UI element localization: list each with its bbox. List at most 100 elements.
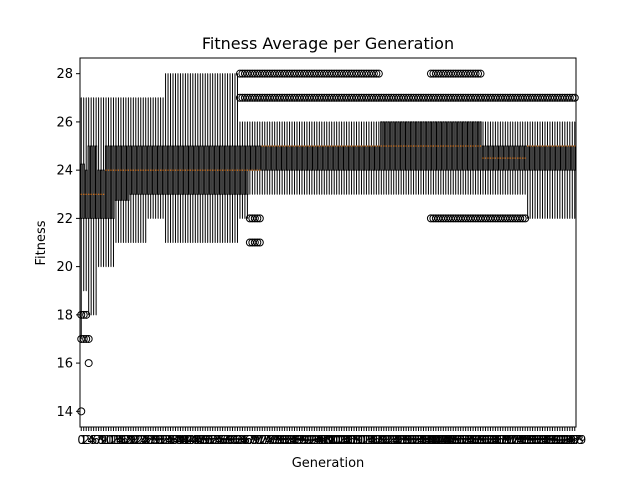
- box-generation-116: [364, 69, 373, 195]
- box-generation-48: [199, 73, 202, 243]
- outlier-point: [369, 69, 378, 78]
- x-tick-label: 86: [287, 433, 302, 447]
- iqr-box: [95, 145, 98, 219]
- x-tick-label: 69: [245, 433, 260, 447]
- box-generation-41: [181, 73, 185, 243]
- x-tick-label: 0: [77, 433, 85, 447]
- x-tick-label: 108: [338, 433, 361, 447]
- box-generation-9: [102, 97, 105, 268]
- x-tick-label: 40: [173, 433, 188, 447]
- x-tick-label: 48: [193, 433, 208, 447]
- x-tick-label: 85: [284, 433, 299, 447]
- x-tick-label: 98: [317, 433, 332, 447]
- x-tick-label: 160: [467, 433, 490, 447]
- x-tick-label: 32: [153, 433, 168, 447]
- x-tick-label: 119: [365, 433, 388, 447]
- box-generation-183: [531, 93, 540, 219]
- box-generation-93: [307, 69, 316, 195]
- x-tick-label: 17: [116, 433, 131, 447]
- box-generation-115: [362, 69, 371, 195]
- y-tick-label: 26: [56, 115, 73, 130]
- iqr-box: [114, 145, 118, 201]
- box-generation-36: [169, 73, 172, 243]
- plot-elements: [77, 69, 579, 416]
- x-tick-label: 172: [496, 433, 519, 447]
- box-generation-63: [236, 73, 239, 243]
- outlier-point: [565, 93, 574, 102]
- x-tick-label: 35: [160, 433, 175, 447]
- x-tick-label: 176: [506, 433, 529, 447]
- x-tick-label: 21: [126, 433, 141, 447]
- x-tick-label: 27: [141, 433, 156, 447]
- x-tick-label: 189: [539, 433, 562, 447]
- x-axis-ticks: 0123456789101112131415161718192021222324…: [77, 427, 586, 447]
- box-generation-7: [97, 97, 100, 268]
- box-generation-5: [92, 97, 95, 316]
- x-tick-label: 41: [175, 433, 190, 447]
- box-generation-191: [550, 93, 559, 219]
- box-generation-199: [570, 93, 579, 219]
- box-generation-52: [209, 73, 212, 243]
- box-generation-25: [142, 97, 145, 243]
- x-tick-label: 70: [247, 433, 262, 447]
- x-tick-label: 118: [362, 433, 385, 447]
- x-tick-label: 92: [302, 433, 317, 447]
- box-generation-190: [548, 93, 557, 219]
- x-tick-label: 135: [405, 433, 428, 447]
- iqr-box: [104, 145, 108, 219]
- box-generation-8: [99, 97, 103, 268]
- x-tick-label: 168: [486, 433, 509, 447]
- x-tick-label: 53: [205, 433, 220, 447]
- x-tick-label: 68: [242, 433, 257, 447]
- outlier-point: [82, 310, 91, 319]
- box-generation-38: [174, 73, 177, 243]
- x-tick-label: 121: [370, 433, 393, 447]
- x-tick-label: 50: [198, 433, 213, 447]
- x-tick-label: 169: [489, 433, 512, 447]
- iqr-box: [87, 145, 90, 219]
- x-tick-label: 171: [494, 433, 517, 447]
- x-tick-label: 197: [558, 433, 581, 447]
- x-tick-label: 54: [208, 433, 223, 447]
- x-tick-label: 163: [474, 433, 497, 447]
- box-generation-60: [228, 73, 232, 243]
- x-tick-label: 156: [457, 433, 480, 447]
- box-generation-16: [119, 97, 123, 243]
- x-tick-label: 162: [472, 433, 495, 447]
- x-tick-label: 184: [526, 433, 549, 447]
- box-generation-19: [127, 97, 130, 243]
- x-tick-label: 47: [190, 433, 205, 447]
- box-generation-164: [483, 93, 492, 223]
- box-generation-171: [501, 93, 510, 223]
- x-tick-label: 159: [464, 433, 487, 447]
- x-tick-label: 6: [92, 433, 100, 447]
- box-generation-39: [176, 73, 180, 243]
- box-generation-161: [476, 69, 485, 223]
- box-generation-182: [528, 93, 537, 219]
- box-generation-30: [154, 97, 157, 219]
- outlier-point: [471, 69, 480, 78]
- x-tick-label: 145: [429, 433, 452, 447]
- x-tick-label: 114: [353, 433, 376, 447]
- box-generation-71: [253, 69, 262, 247]
- box-generation-67: [243, 69, 252, 219]
- x-tick-label: 196: [556, 433, 579, 447]
- box-generation-13: [112, 97, 115, 268]
- box-generation-167: [491, 93, 500, 223]
- x-tick-label: 134: [402, 433, 425, 447]
- x-tick-label: 4: [87, 433, 95, 447]
- box-generation-84: [285, 69, 294, 195]
- x-tick-label: 15: [111, 433, 126, 447]
- outlier-point: [516, 214, 525, 223]
- outlier-point: [253, 238, 262, 247]
- x-tick-label: 123: [375, 433, 398, 447]
- x-tick-label: 93: [304, 433, 319, 447]
- x-tick-label: 90: [297, 433, 312, 447]
- x-tick-label: 100: [318, 433, 341, 447]
- box-generation-17: [122, 97, 125, 243]
- box-generation-78: [270, 69, 279, 195]
- x-tick-label: 31: [150, 433, 165, 447]
- box-generation-181: [526, 93, 535, 219]
- outlier-point: [518, 214, 527, 223]
